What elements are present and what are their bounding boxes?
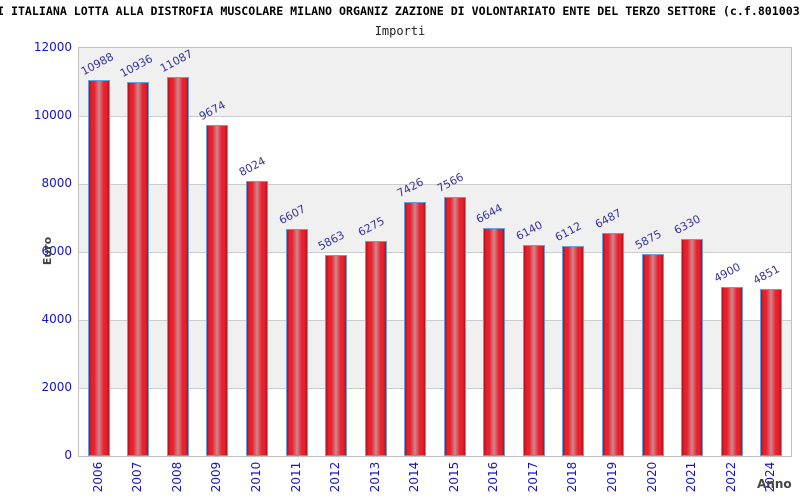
x-tick-label: 2006 [90, 461, 105, 493]
plot-band [79, 388, 791, 456]
y-axis-title: Euro [41, 236, 54, 266]
y-tick-label: 10000 [33, 108, 72, 122]
bar [325, 254, 348, 456]
x-axis-title: Anno [757, 477, 792, 491]
x-tick-label: 2016 [486, 461, 501, 493]
gridline [79, 252, 791, 253]
bar [166, 77, 189, 456]
gridline [79, 184, 791, 185]
bar [87, 80, 110, 456]
plot-band [79, 48, 791, 116]
x-tick-label: 2015 [446, 461, 461, 493]
y-tick-label: 2000 [41, 380, 72, 394]
bar [681, 238, 704, 456]
y-tick-label: 0 [64, 448, 72, 462]
bar [602, 233, 624, 456]
x-tick-label: 2010 [249, 461, 263, 493]
bar [562, 246, 585, 456]
plot-band [79, 184, 791, 252]
x-tick-label: 2022 [723, 461, 738, 493]
x-tick-label: 2012 [328, 461, 343, 493]
y-tick-label: 4000 [41, 312, 72, 326]
bar [206, 125, 229, 456]
bar [246, 181, 268, 456]
x-tick-label: 2008 [169, 461, 184, 493]
gridline [79, 388, 791, 389]
bar [522, 245, 545, 456]
plot-band [79, 116, 791, 184]
bar [641, 254, 664, 456]
x-tick-label: 2007 [130, 461, 145, 493]
x-tick-label: 2014 [407, 461, 422, 493]
x-tick-label: 2017 [525, 461, 540, 493]
plot-band [79, 252, 791, 320]
gridline [79, 320, 791, 321]
x-tick-label: 2013 [367, 461, 382, 493]
chart-title: I ITALIANA LOTTA ALLA DISTROFIA MUSCOLAR… [0, 4, 800, 18]
gridline [79, 116, 791, 117]
bar [285, 229, 308, 456]
y-tick-label: 8000 [41, 176, 72, 190]
x-tick-label: 2018 [565, 461, 580, 493]
y-tick-label: 6000 [41, 244, 72, 258]
x-tick-label: 2020 [644, 461, 659, 493]
bar [127, 82, 150, 456]
x-tick-label: 2009 [209, 461, 224, 493]
bar [364, 240, 387, 456]
chart-subtitle: Importi [374, 24, 426, 38]
bar [760, 289, 783, 456]
x-tick-label: 2021 [684, 461, 699, 493]
y-tick-label: 12000 [33, 40, 72, 54]
x-tick-label: 2019 [605, 461, 619, 493]
plot-area: 10988 10936 11087 9674 8024 6607 5863 6275 7426 7… [78, 47, 792, 457]
bar [404, 201, 427, 456]
x-tick-label: 2011 [288, 461, 303, 493]
bar [443, 196, 466, 456]
bar [720, 287, 743, 456]
plot-band [79, 320, 791, 388]
bar [483, 228, 506, 456]
